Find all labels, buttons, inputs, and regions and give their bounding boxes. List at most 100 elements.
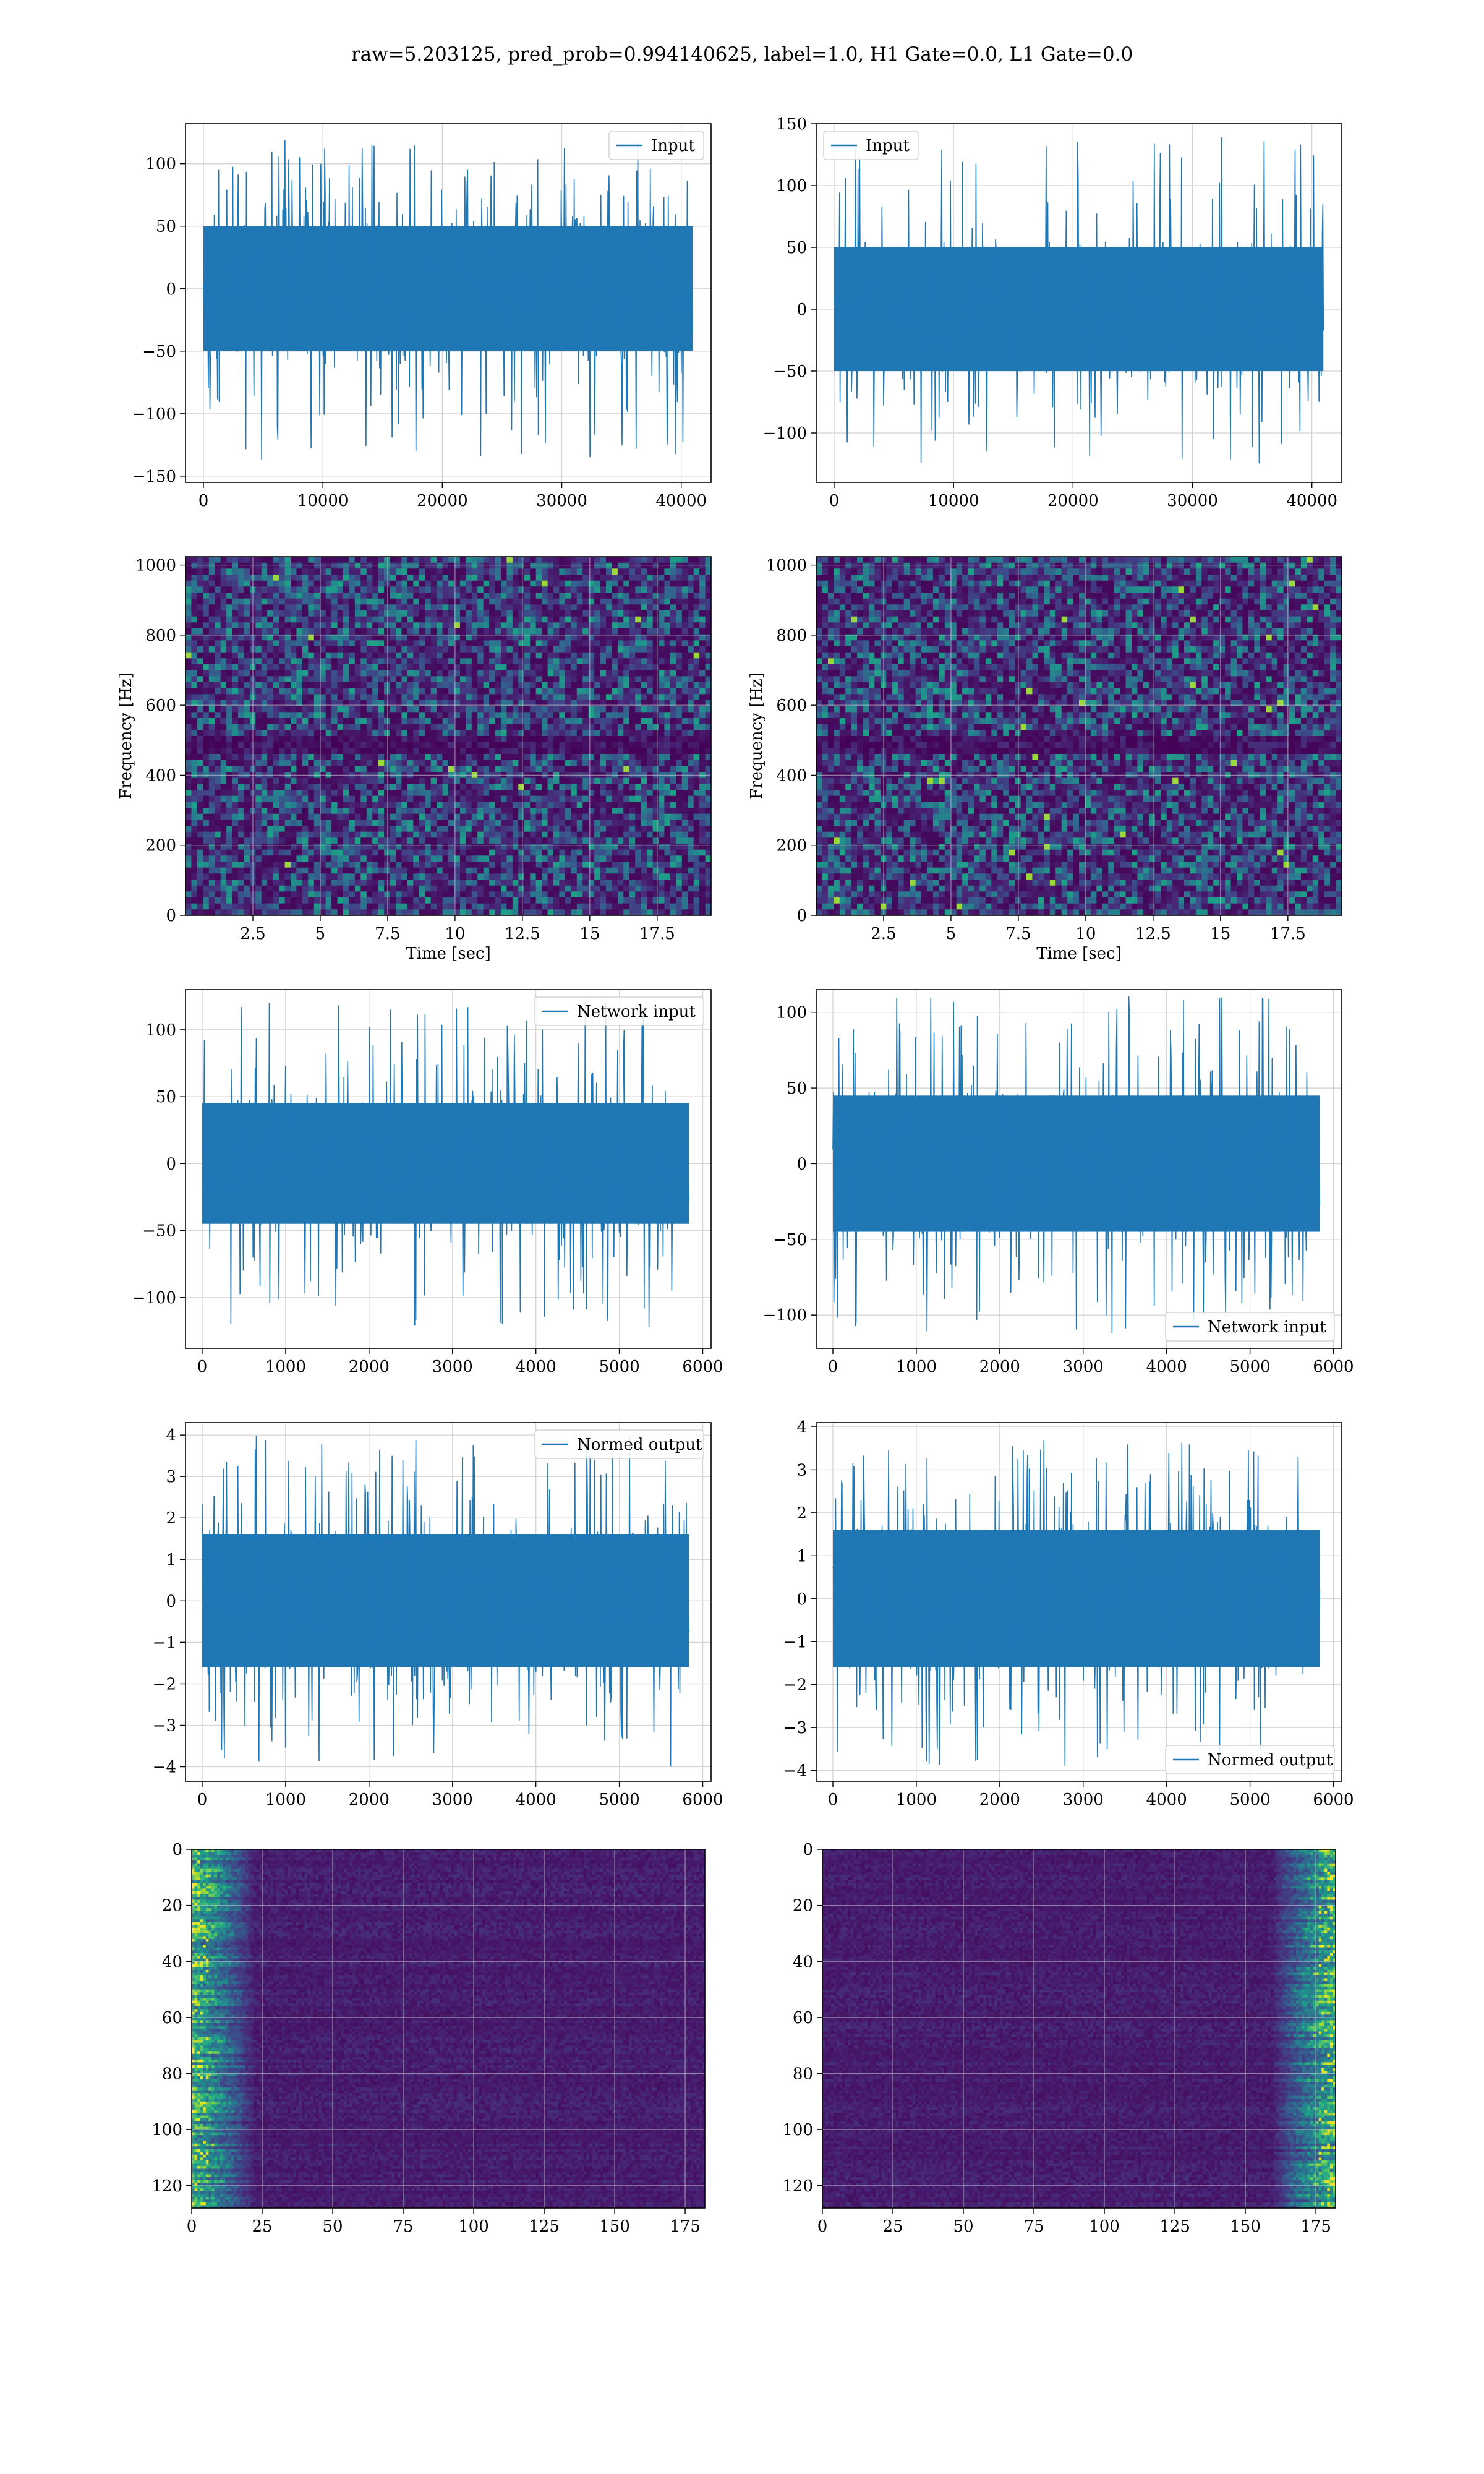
y-tick-label: 0 — [796, 301, 807, 319]
y-tick-label: 120 — [151, 2177, 182, 2196]
y-tick-label: −150 — [132, 468, 176, 486]
y-tick-label: 80 — [793, 2065, 813, 2084]
legend: Input — [608, 131, 704, 160]
x-tick-label: 7.5 — [375, 925, 400, 943]
x-tick-label: 4000 — [1146, 1358, 1187, 1376]
x-tick-label: 40000 — [1286, 492, 1337, 510]
legend-label: Input — [651, 137, 695, 155]
y-tick-label: 0 — [796, 1155, 807, 1173]
y-tick-label: 20 — [162, 1897, 182, 1915]
panel-normed-output-l1: 0 1000 2000 3000 4000 5000 6000 −4 −3 −2 −1 0 1 2 3 4 No… — [754, 1410, 1373, 1809]
series-line — [202, 1435, 690, 1767]
x-tick-label: 7.5 — [1005, 925, 1031, 943]
spectrogram-l1-frame — [816, 556, 1342, 916]
y-tick-label: 100 — [782, 2121, 813, 2139]
y-tick-label: −2 — [153, 1675, 176, 1693]
series-line — [834, 137, 1324, 464]
x-tick-label: 5000 — [1230, 1358, 1271, 1376]
network-input-h1-svg: 0 1000 2000 3000 4000 5000 6000 −100 −50 0 50 100 Ne… — [132, 989, 723, 1376]
y-tick-label: −50 — [773, 362, 807, 381]
network-input-l1-frame — [816, 989, 1342, 1349]
y-tick-label: 100 — [151, 2121, 182, 2139]
panel-input-h1: 0 10000 20000 30000 40000 −150 −100 −50 0 50 100 In… — [124, 74, 767, 510]
x-tick-label: 17.5 — [639, 925, 675, 943]
input-h1-plot-area — [203, 140, 694, 460]
normed-output-l1-frame — [816, 1422, 1342, 1782]
series-line — [203, 140, 694, 460]
y-tick-label: 2 — [166, 1509, 176, 1528]
panel-normed-output-h1: 0 1000 2000 3000 4000 5000 6000 −4 −3 −2 −1 0 1 2 3 4 No… — [124, 1410, 767, 1809]
x-tick-label: 2000 — [979, 1791, 1020, 1809]
y-tick-label: 0 — [166, 907, 176, 925]
x-tick-label: 5000 — [599, 1791, 640, 1809]
spectrogram-h1-frame — [185, 556, 712, 916]
panel-network-input-l1: 0 1000 2000 3000 4000 5000 6000 −100 −50 0 50 100 Ne… — [754, 977, 1373, 1376]
x-tick-label: 12.5 — [505, 925, 540, 943]
feature-map-h1-svg: 0 25 50 75 100 125 150 175 0 20 40 60 80 100 120 — [151, 1841, 706, 2236]
x-tick-label: 2000 — [979, 1358, 1020, 1376]
x-tick-label: 10000 — [928, 492, 979, 510]
y-tick-label: −100 — [132, 405, 176, 424]
x-tick-label: 12.5 — [1135, 925, 1171, 943]
x-tick-label: 4000 — [516, 1358, 556, 1376]
y-tick-label: −4 — [153, 1758, 176, 1777]
normed-output-l1-plot-area — [832, 1440, 1321, 1766]
panel-feature-map-h1: 0 25 50 75 100 125 150 175 0 20 40 60 80 100 120 — [124, 1837, 767, 2236]
normed-output-l1-svg: 0 1000 2000 3000 4000 5000 6000 −4 −3 −2 −1 0 1 2 3 4 No… — [783, 1418, 1354, 1809]
x-tick-label: 125 — [1159, 2217, 1190, 2236]
x-tick-label: 4000 — [516, 1791, 556, 1809]
y-tick-label: −3 — [153, 1716, 176, 1735]
x-tick-label: 3000 — [1063, 1358, 1104, 1376]
legend: Network input — [534, 996, 704, 1026]
x-tick-label: 75 — [393, 2217, 413, 2236]
figure-title: raw=5.203125, pred_prob=0.994140625, lab… — [0, 43, 1484, 66]
series-line — [832, 1440, 1321, 1766]
x-tick-label: 3000 — [432, 1358, 473, 1376]
spectrogram-h1-grid — [186, 557, 711, 916]
y-tick-label: 0 — [796, 1590, 807, 1609]
input-l1-frame — [816, 123, 1342, 483]
x-tick-label: 20000 — [417, 492, 468, 510]
y-axis-label: Frequency [Hz] — [117, 672, 135, 800]
x-tick-label: 5000 — [599, 1358, 640, 1376]
y-tick-label: 1000 — [766, 557, 807, 575]
y-tick-label: 0 — [166, 1155, 176, 1173]
x-tick-label: 1000 — [265, 1791, 306, 1809]
x-tick-label: 2000 — [349, 1791, 390, 1809]
x-tick-label: 6000 — [1313, 1358, 1354, 1376]
x-tick-label: 3000 — [1063, 1791, 1104, 1809]
normed-output-h1-frame — [185, 1422, 712, 1782]
network-input-h1-frame — [185, 989, 712, 1349]
x-tick-label: 4000 — [1146, 1791, 1187, 1809]
input-h1-frame — [185, 123, 712, 483]
y-tick-label: −50 — [142, 343, 176, 361]
y-tick-label: 1 — [796, 1547, 807, 1565]
x-tick-label: 0 — [197, 1358, 208, 1376]
x-tick-label: 175 — [670, 2217, 701, 2236]
y-tick-label: 0 — [796, 907, 807, 925]
feature-map-l1-plot-area — [822, 1849, 1336, 2208]
y-tick-label: 2 — [796, 1504, 807, 1523]
x-tick-label: 125 — [529, 2217, 560, 2236]
x-tick-label: 100 — [458, 2217, 489, 2236]
y-tick-label: 1000 — [135, 557, 176, 575]
x-tick-label: 30000 — [1167, 492, 1218, 510]
y-axis-label: Frequency [Hz] — [748, 672, 766, 800]
feature-map-l1-svg: 0 25 50 75 100 125 150 175 0 20 40 60 80 100 120 — [782, 1841, 1336, 2236]
x-tick-label: 2000 — [349, 1358, 390, 1376]
x-tick-label: 6000 — [1313, 1791, 1354, 1809]
input-l1-svg: 0 10000 20000 30000 40000 −100 −50 0 50 100 150 Inp… — [763, 115, 1342, 510]
x-tick-label: 150 — [599, 2217, 630, 2236]
y-tick-label: 3 — [166, 1468, 176, 1486]
legend: Normed output — [534, 1429, 704, 1459]
feature-map-h1-plot-area — [192, 1849, 705, 2208]
spectrogram-h1-plot-area — [186, 557, 711, 915]
x-tick-label: 40000 — [655, 492, 707, 510]
panel-spectrogram-l1: 2.5 5 7.5 10 12.5 15 17.5 0 200 400 600 800 1000 Time… — [748, 520, 1373, 965]
y-tick-label: 4 — [166, 1426, 176, 1445]
y-tick-label: −50 — [142, 1222, 176, 1241]
y-tick-label: 200 — [145, 837, 176, 855]
x-tick-label: 10 — [445, 925, 465, 943]
y-tick-label: 50 — [156, 1088, 176, 1106]
